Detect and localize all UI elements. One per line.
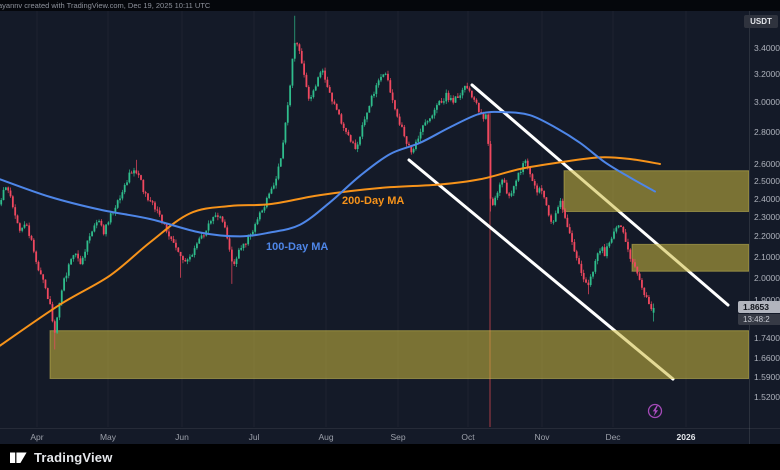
price-axis-label: 1.7400 xyxy=(754,333,780,344)
highlight-zones[interactable] xyxy=(49,170,749,380)
attribution-bar: ayannv created with TradingView.com, Dec… xyxy=(0,0,780,11)
ma-100-line[interactable] xyxy=(0,110,656,238)
price-axis-label: 2.3000 xyxy=(754,212,780,223)
time-axis-label: Jun xyxy=(175,432,189,442)
ma-200-label: 200-Day MA xyxy=(342,195,405,207)
price-axis[interactable]: USDT 1.8653 13:48:2 3.4000 3.2000 3.0000 2.… xyxy=(738,11,780,444)
time-axis[interactable]: Apr May Jun Jul Aug Sep Oct Nov Dec 2026 xyxy=(0,428,780,445)
tradingview-logo[interactable]: TradingView xyxy=(10,450,113,465)
footer-bar: TradingView xyxy=(0,444,780,470)
time-axis-label: 2026 xyxy=(676,432,696,442)
price-axis-label: 1.6600 xyxy=(754,353,780,364)
last-price-badge: 1.8653 xyxy=(738,301,780,313)
time-axis-label: Oct xyxy=(461,432,475,442)
price-axis-label: 2.5000 xyxy=(754,175,780,186)
price-axis-label: 2.0000 xyxy=(754,272,780,283)
time-axis-label: Nov xyxy=(534,432,550,442)
price-axis-label: 3.2000 xyxy=(754,68,780,79)
tradingview-brand-text: TradingView xyxy=(34,449,113,465)
ma-100-label: 100-Day MA xyxy=(266,241,329,253)
candlesticks xyxy=(0,15,655,350)
time-axis-label: Sep xyxy=(390,432,406,442)
event-marker-lightning[interactable] xyxy=(647,403,663,419)
attribution-text: ayannv created with TradingView.com, Dec… xyxy=(0,1,211,10)
price-axis-label: 2.8000 xyxy=(754,126,780,137)
price-axis-label: 2.1000 xyxy=(754,251,780,262)
price-axis-label: 2.6000 xyxy=(754,158,780,169)
price-axis-label: 3.4000 xyxy=(754,42,780,53)
currency-badge: USDT xyxy=(744,15,778,28)
ma-200-line[interactable] xyxy=(0,156,661,347)
time-axis-label: Aug xyxy=(318,432,334,442)
time-axis-label: Apr xyxy=(30,432,44,442)
tradingview-logo-icon xyxy=(10,452,27,463)
price-axis-label: 1.9000 xyxy=(754,294,780,305)
price-axis-label: 1.5900 xyxy=(754,372,780,383)
candle-countdown-badge: 13:48:2 xyxy=(738,314,780,325)
time-axis-label: Dec xyxy=(605,432,621,442)
price-axis-label: 3.0000 xyxy=(754,96,780,107)
time-axis-label: Jul xyxy=(248,432,260,442)
price-axis-label: 1.5200 xyxy=(754,391,780,402)
price-axis-label: 2.2000 xyxy=(754,231,780,242)
price-axis-label: 2.4000 xyxy=(754,193,780,204)
time-axis-label: May xyxy=(99,432,117,442)
